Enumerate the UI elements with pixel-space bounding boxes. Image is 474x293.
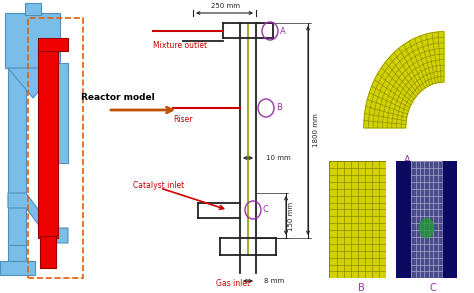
Text: 8 mm: 8 mm	[264, 278, 284, 284]
Text: A: A	[280, 26, 286, 35]
Bar	[8, 245, 26, 265]
Text: 1800 mm: 1800 mm	[313, 113, 319, 147]
Text: C: C	[263, 205, 269, 214]
Bar	[28, 18, 83, 278]
Bar	[5, 13, 60, 68]
Text: Catalyst inlet: Catalyst inlet	[133, 181, 184, 190]
Text: Reactor model: Reactor model	[81, 93, 155, 103]
Text: Mixture outlet: Mixture outlet	[153, 41, 207, 50]
Polygon shape	[364, 32, 444, 128]
Bar	[8, 63, 26, 248]
Text: Riser: Riser	[173, 115, 192, 124]
Text: Gas inlet: Gas inlet	[216, 279, 250, 288]
Polygon shape	[8, 68, 58, 98]
Text: 10 mm: 10 mm	[266, 155, 291, 161]
Bar	[38, 48, 58, 238]
Polygon shape	[8, 193, 68, 243]
Ellipse shape	[419, 218, 434, 239]
Text: A: A	[404, 155, 410, 165]
Bar	[52, 63, 68, 163]
Text: B: B	[357, 283, 365, 293]
Bar	[411, 161, 442, 278]
Text: 250 mm: 250 mm	[211, 3, 240, 9]
Bar	[40, 236, 56, 268]
Bar	[38, 38, 68, 51]
Bar	[25, 3, 41, 15]
Text: B: B	[276, 103, 282, 113]
Bar	[0, 261, 35, 275]
Text: 150 mm: 150 mm	[288, 202, 294, 231]
Text: C: C	[429, 283, 437, 293]
